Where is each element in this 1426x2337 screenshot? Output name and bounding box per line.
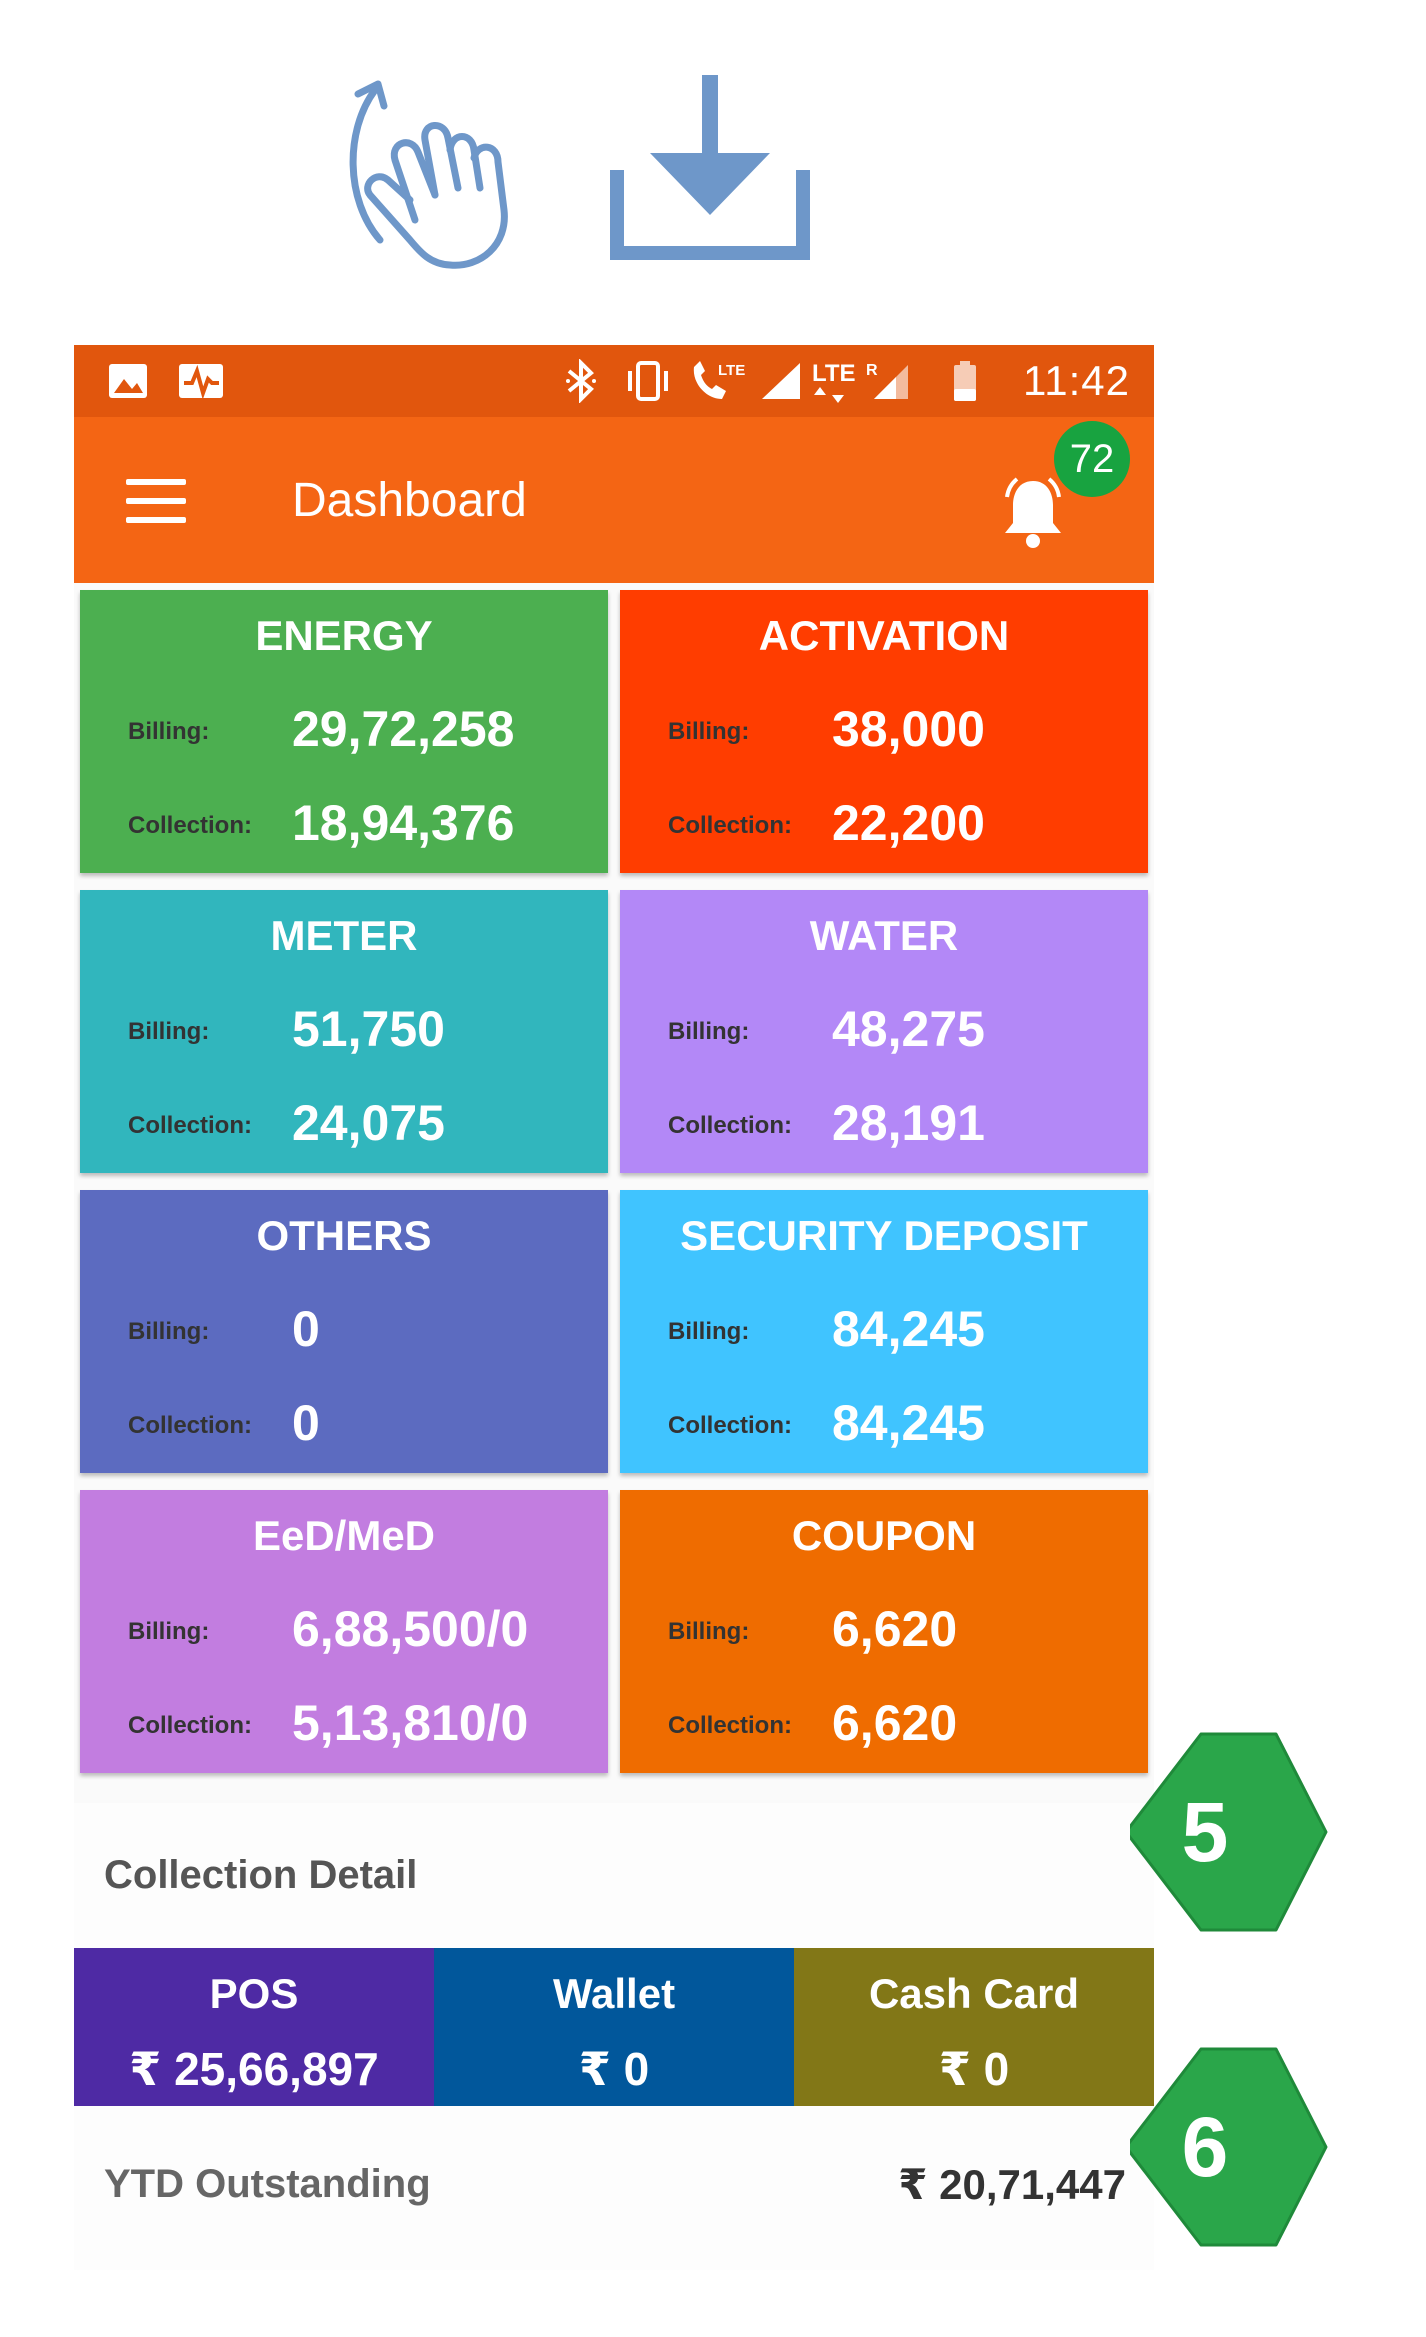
callout-badge-5: 5 bbox=[1124, 1732, 1330, 1932]
billing-label: Billing: bbox=[128, 1618, 210, 1645]
volte-call-icon: LTE bbox=[693, 361, 745, 399]
tile-title: ACTIVATION bbox=[758, 612, 1010, 659]
tile-title: METER bbox=[270, 912, 418, 959]
collection-detail-header: Collection Detail bbox=[74, 1803, 1154, 1948]
page-title: Dashboard bbox=[292, 474, 527, 527]
callout-number: 5 bbox=[1181, 1785, 1229, 1879]
collection-detail-title: Collection Detail bbox=[104, 1853, 418, 1897]
billing-value: 38,000 bbox=[832, 701, 985, 757]
tile-security-deposit[interactable]: SECURITY DEPOSIT Billing: 84,245 Collect… bbox=[620, 1190, 1148, 1473]
billing-label: Billing: bbox=[668, 718, 750, 745]
tile-title: ENERGY bbox=[255, 612, 433, 659]
swipe-gesture-icon bbox=[349, 80, 508, 269]
collection-label: Collection: bbox=[128, 812, 252, 839]
ytd-outstanding-label: YTD Outstanding bbox=[104, 2162, 431, 2206]
tile-others[interactable]: OTHERS Billing: 0 Collection: 0 bbox=[80, 1190, 608, 1473]
billing-label: Billing: bbox=[668, 1318, 750, 1345]
tile-meter[interactable]: METER Billing: 51,750 Collection: 24,075 bbox=[80, 890, 608, 1173]
tile-eed-med[interactable]: EeD/MeD Billing: 6,88,500/0 Collection: … bbox=[80, 1490, 608, 1773]
billing-value: 48,275 bbox=[832, 1001, 985, 1057]
collection-value: 28,191 bbox=[832, 1095, 985, 1151]
tile-title: EeD/MeD bbox=[252, 1512, 436, 1559]
billing-label: Billing: bbox=[128, 1018, 210, 1045]
activity-icon bbox=[179, 364, 223, 400]
notification-count-badge: 72 bbox=[1054, 421, 1130, 497]
payment-pos[interactable]: POS ₹ 25,66,897 bbox=[74, 1948, 434, 2106]
diamond-shape bbox=[1124, 2047, 1328, 2247]
collection-value: 24,075 bbox=[292, 1095, 445, 1151]
lte-roaming-signal-icon: LTE R bbox=[812, 360, 908, 403]
vibrate-icon bbox=[628, 361, 668, 401]
callout-badge-6: 6 bbox=[1124, 2047, 1330, 2247]
collection-label: Collection: bbox=[128, 1112, 252, 1139]
tile-water[interactable]: WATER Billing: 48,275 Collection: 28,191 bbox=[620, 890, 1148, 1173]
payment-methods-row: POS ₹ 25,66,897 Wallet ₹ 0 Cash Card ₹ 0 bbox=[74, 1948, 1154, 2106]
app-bar: Dashboard 72 bbox=[74, 417, 1154, 583]
callout-number: 6 bbox=[1181, 2100, 1229, 2194]
collection-value: 6,620 bbox=[832, 1695, 958, 1751]
phone-screen: LTE LTE R 11:42 Dashboard 72 ENERGY Billi… bbox=[74, 345, 1154, 2270]
billing-label: Billing: bbox=[668, 1018, 750, 1045]
payment-method-amount: ₹ 0 bbox=[938, 2043, 1010, 2095]
tile-activation[interactable]: ACTIVATION Billing: 38,000 Collection: 2… bbox=[620, 590, 1148, 873]
hamburger-menu-icon[interactable] bbox=[126, 479, 186, 523]
bell-icon[interactable] bbox=[999, 475, 1067, 549]
status-time: 11:42 bbox=[1023, 357, 1130, 404]
collection-value: 22,200 bbox=[832, 795, 985, 851]
svg-text:LTE: LTE bbox=[718, 362, 745, 379]
billing-value: 6,620 bbox=[832, 1601, 958, 1657]
collection-label: Collection: bbox=[128, 1712, 252, 1739]
collection-value: 18,94,376 bbox=[292, 795, 515, 851]
billing-label: Billing: bbox=[128, 718, 210, 745]
tile-energy[interactable]: ENERGY Billing: 29,72,258 Collection: 18… bbox=[80, 590, 608, 873]
image-icon bbox=[109, 364, 147, 398]
collection-label: Collection: bbox=[668, 1412, 792, 1439]
tile-title: SECURITY DEPOSIT bbox=[680, 1212, 1088, 1259]
billing-value: 51,750 bbox=[292, 1001, 445, 1057]
collection-value: 84,245 bbox=[832, 1395, 985, 1451]
collection-label: Collection: bbox=[668, 1112, 792, 1139]
svg-text:LTE: LTE bbox=[812, 360, 856, 387]
payment-method-name: Cash Card bbox=[868, 1970, 1080, 2017]
payment-method-name: Wallet bbox=[552, 1970, 676, 2017]
billing-label: Billing: bbox=[128, 1318, 210, 1345]
signal-icon bbox=[762, 363, 800, 399]
battery-icon bbox=[954, 361, 976, 401]
ytd-outstanding-row: YTD Outstanding ₹ 20,71,447 bbox=[74, 2106, 1154, 2270]
payment-method-name: POS bbox=[209, 1970, 299, 2017]
payment-method-amount: ₹ 0 bbox=[578, 2043, 650, 2095]
tile-title: OTHERS bbox=[256, 1212, 432, 1259]
svg-text:R: R bbox=[866, 362, 878, 379]
billing-value: 6,88,500/0 bbox=[292, 1601, 529, 1657]
collection-value: 5,13,810/0 bbox=[292, 1695, 529, 1751]
billing-value: 29,72,258 bbox=[292, 701, 515, 757]
tile-title: COUPON bbox=[791, 1512, 977, 1559]
payment-method-amount: ₹ 25,66,897 bbox=[129, 2043, 379, 2095]
payment-wallet[interactable]: Wallet ₹ 0 bbox=[434, 1948, 794, 2106]
tile-coupon[interactable]: COUPON Billing: 6,620 Collection: 6,620 bbox=[620, 1490, 1148, 1773]
tile-title: WATER bbox=[809, 912, 959, 959]
billing-label: Billing: bbox=[668, 1618, 750, 1645]
collection-label: Collection: bbox=[668, 1712, 792, 1739]
ytd-outstanding-value: ₹ 20,71,447 bbox=[898, 2161, 1126, 2208]
payment-cash-card[interactable]: Cash Card ₹ 0 bbox=[794, 1948, 1154, 2106]
download-icon bbox=[610, 75, 810, 260]
billing-value: 84,245 bbox=[832, 1301, 985, 1357]
collection-label: Collection: bbox=[668, 812, 792, 839]
collection-label: Collection: bbox=[128, 1412, 252, 1439]
bluetooth-icon bbox=[566, 359, 596, 403]
status-bar: LTE LTE R 11:42 bbox=[74, 345, 1154, 417]
billing-value: 0 bbox=[292, 1301, 320, 1357]
diamond-shape bbox=[1124, 1732, 1328, 1932]
collection-value: 0 bbox=[292, 1395, 320, 1451]
